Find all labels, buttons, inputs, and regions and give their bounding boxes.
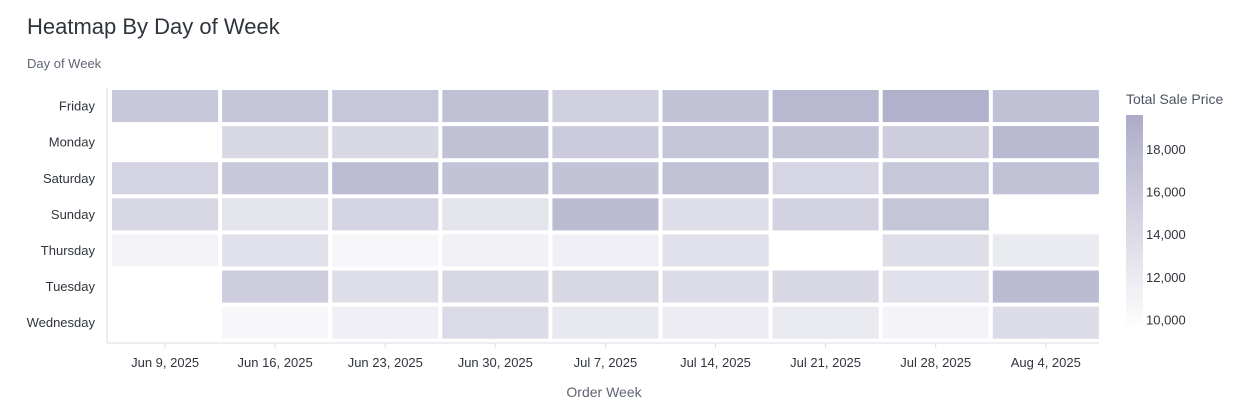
heatmap-cell	[332, 306, 439, 339]
heatmap-cell	[662, 198, 769, 231]
y-ticks: Friday Monday Saturday Sunday Thursday Tuesda…	[27, 99, 96, 331]
y-tick-label: Tuesday	[46, 279, 96, 294]
heatmap-cell	[442, 270, 549, 303]
heatmap-cell	[332, 126, 439, 159]
chart-title: Heatmap By Day of Week	[27, 14, 280, 39]
heatmap-cell	[332, 198, 439, 231]
heatmap-cell	[332, 90, 439, 123]
y-tick-label: Wednesday	[27, 315, 96, 330]
heatmap-cell	[662, 234, 769, 267]
y-tick-label: Thursday	[41, 243, 96, 258]
x-tick-label: Jul 28, 2025	[900, 355, 971, 370]
colorbar-title: Total Sale Price	[1126, 91, 1223, 107]
x-tick-label: Jun 30, 2025	[458, 355, 533, 370]
x-tick-label: Jul 7, 2025	[574, 355, 638, 370]
colorbar-tick-label: 12,000	[1146, 270, 1186, 285]
heatmap-cell	[662, 90, 769, 123]
heatmap-cell	[992, 306, 1099, 339]
colorbar-legend: Total Sale Price 10,000 12,000 14,000 16,00…	[1126, 91, 1223, 330]
heatmap-cell	[552, 270, 659, 303]
heatmap-cell	[882, 234, 989, 267]
heatmap-cell	[772, 126, 879, 159]
heatmap-cell	[222, 306, 329, 339]
heatmap-cell	[552, 90, 659, 123]
heatmap-cell	[222, 198, 329, 231]
heatmap-cell	[992, 90, 1099, 123]
heatmap-cell	[662, 126, 769, 159]
y-tick-label: Monday	[49, 135, 96, 150]
heatmap-cell	[882, 198, 989, 231]
heatmap-cell	[442, 126, 549, 159]
heatmap-cell	[662, 162, 769, 195]
heatmap-cell	[772, 270, 879, 303]
x-tick-label: Jul 14, 2025	[680, 355, 751, 370]
heatmap-cell	[442, 306, 549, 339]
heatmap-cell	[552, 162, 659, 195]
heatmap-cell	[992, 270, 1099, 303]
heatmap-cell	[442, 234, 549, 267]
heatmap-cell	[112, 198, 219, 231]
heatmap-cell	[552, 306, 659, 339]
heatmap-cell	[772, 90, 879, 123]
colorbar-gradient	[1126, 115, 1143, 330]
heatmap-cell	[222, 270, 329, 303]
heatmap-cell	[662, 306, 769, 339]
y-tick-label: Saturday	[43, 171, 96, 186]
x-tick-label: Aug 4, 2025	[1011, 355, 1081, 370]
x-axis-title: Order Week	[566, 384, 642, 400]
heatmap-cell	[442, 90, 549, 123]
heatmap-cell	[882, 90, 989, 123]
heatmap-cell	[442, 162, 549, 195]
heatmap-cell	[222, 162, 329, 195]
heatmap-cell	[112, 162, 219, 195]
heatmap-cell	[552, 234, 659, 267]
heatmap-cell	[332, 270, 439, 303]
heatmap-cell	[442, 198, 549, 231]
x-tick-label: Jun 23, 2025	[348, 355, 423, 370]
y-tick-label: Sunday	[51, 207, 96, 222]
heatmap-cell	[772, 306, 879, 339]
heatmap-cell	[332, 162, 439, 195]
colorbar-tick-label: 10,000	[1146, 312, 1186, 327]
x-ticks: Jun 9, 2025 Jun 16, 2025 Jun 23, 2025 Jun 3…	[131, 343, 1081, 370]
heatmap-cell	[992, 126, 1099, 159]
y-tick-label: Friday	[59, 99, 96, 114]
heatmap-cell	[992, 234, 1099, 267]
heatmap-cell	[222, 234, 329, 267]
heatmap-cell	[772, 198, 879, 231]
heatmap-cell	[222, 90, 329, 123]
colorbar-ticks: 10,000 12,000 14,000 16,000 18,000	[1146, 142, 1186, 327]
heatmap-cell	[772, 162, 879, 195]
colorbar-tick-label: 16,000	[1146, 185, 1186, 200]
heatmap-cell	[112, 234, 219, 267]
heatmap-cell	[222, 126, 329, 159]
heatmap-cell	[882, 270, 989, 303]
heatmap-cell	[882, 306, 989, 339]
heatmap-cell	[662, 270, 769, 303]
heatmap-cell	[332, 234, 439, 267]
colorbar-tick-label: 18,000	[1146, 142, 1186, 157]
x-tick-label: Jul 21, 2025	[790, 355, 861, 370]
heatmap-cell	[552, 198, 659, 231]
y-axis-title: Day of Week	[27, 56, 102, 71]
x-tick-label: Jun 16, 2025	[238, 355, 313, 370]
heatmap-cell	[992, 162, 1099, 195]
heatmap-cell	[882, 162, 989, 195]
heatmap-cell	[552, 126, 659, 159]
heatmap-cells	[112, 90, 1099, 339]
heatmap-cell	[112, 90, 219, 123]
x-tick-label: Jun 9, 2025	[131, 355, 199, 370]
heatmap-cell	[882, 126, 989, 159]
colorbar-tick-label: 14,000	[1146, 227, 1186, 242]
